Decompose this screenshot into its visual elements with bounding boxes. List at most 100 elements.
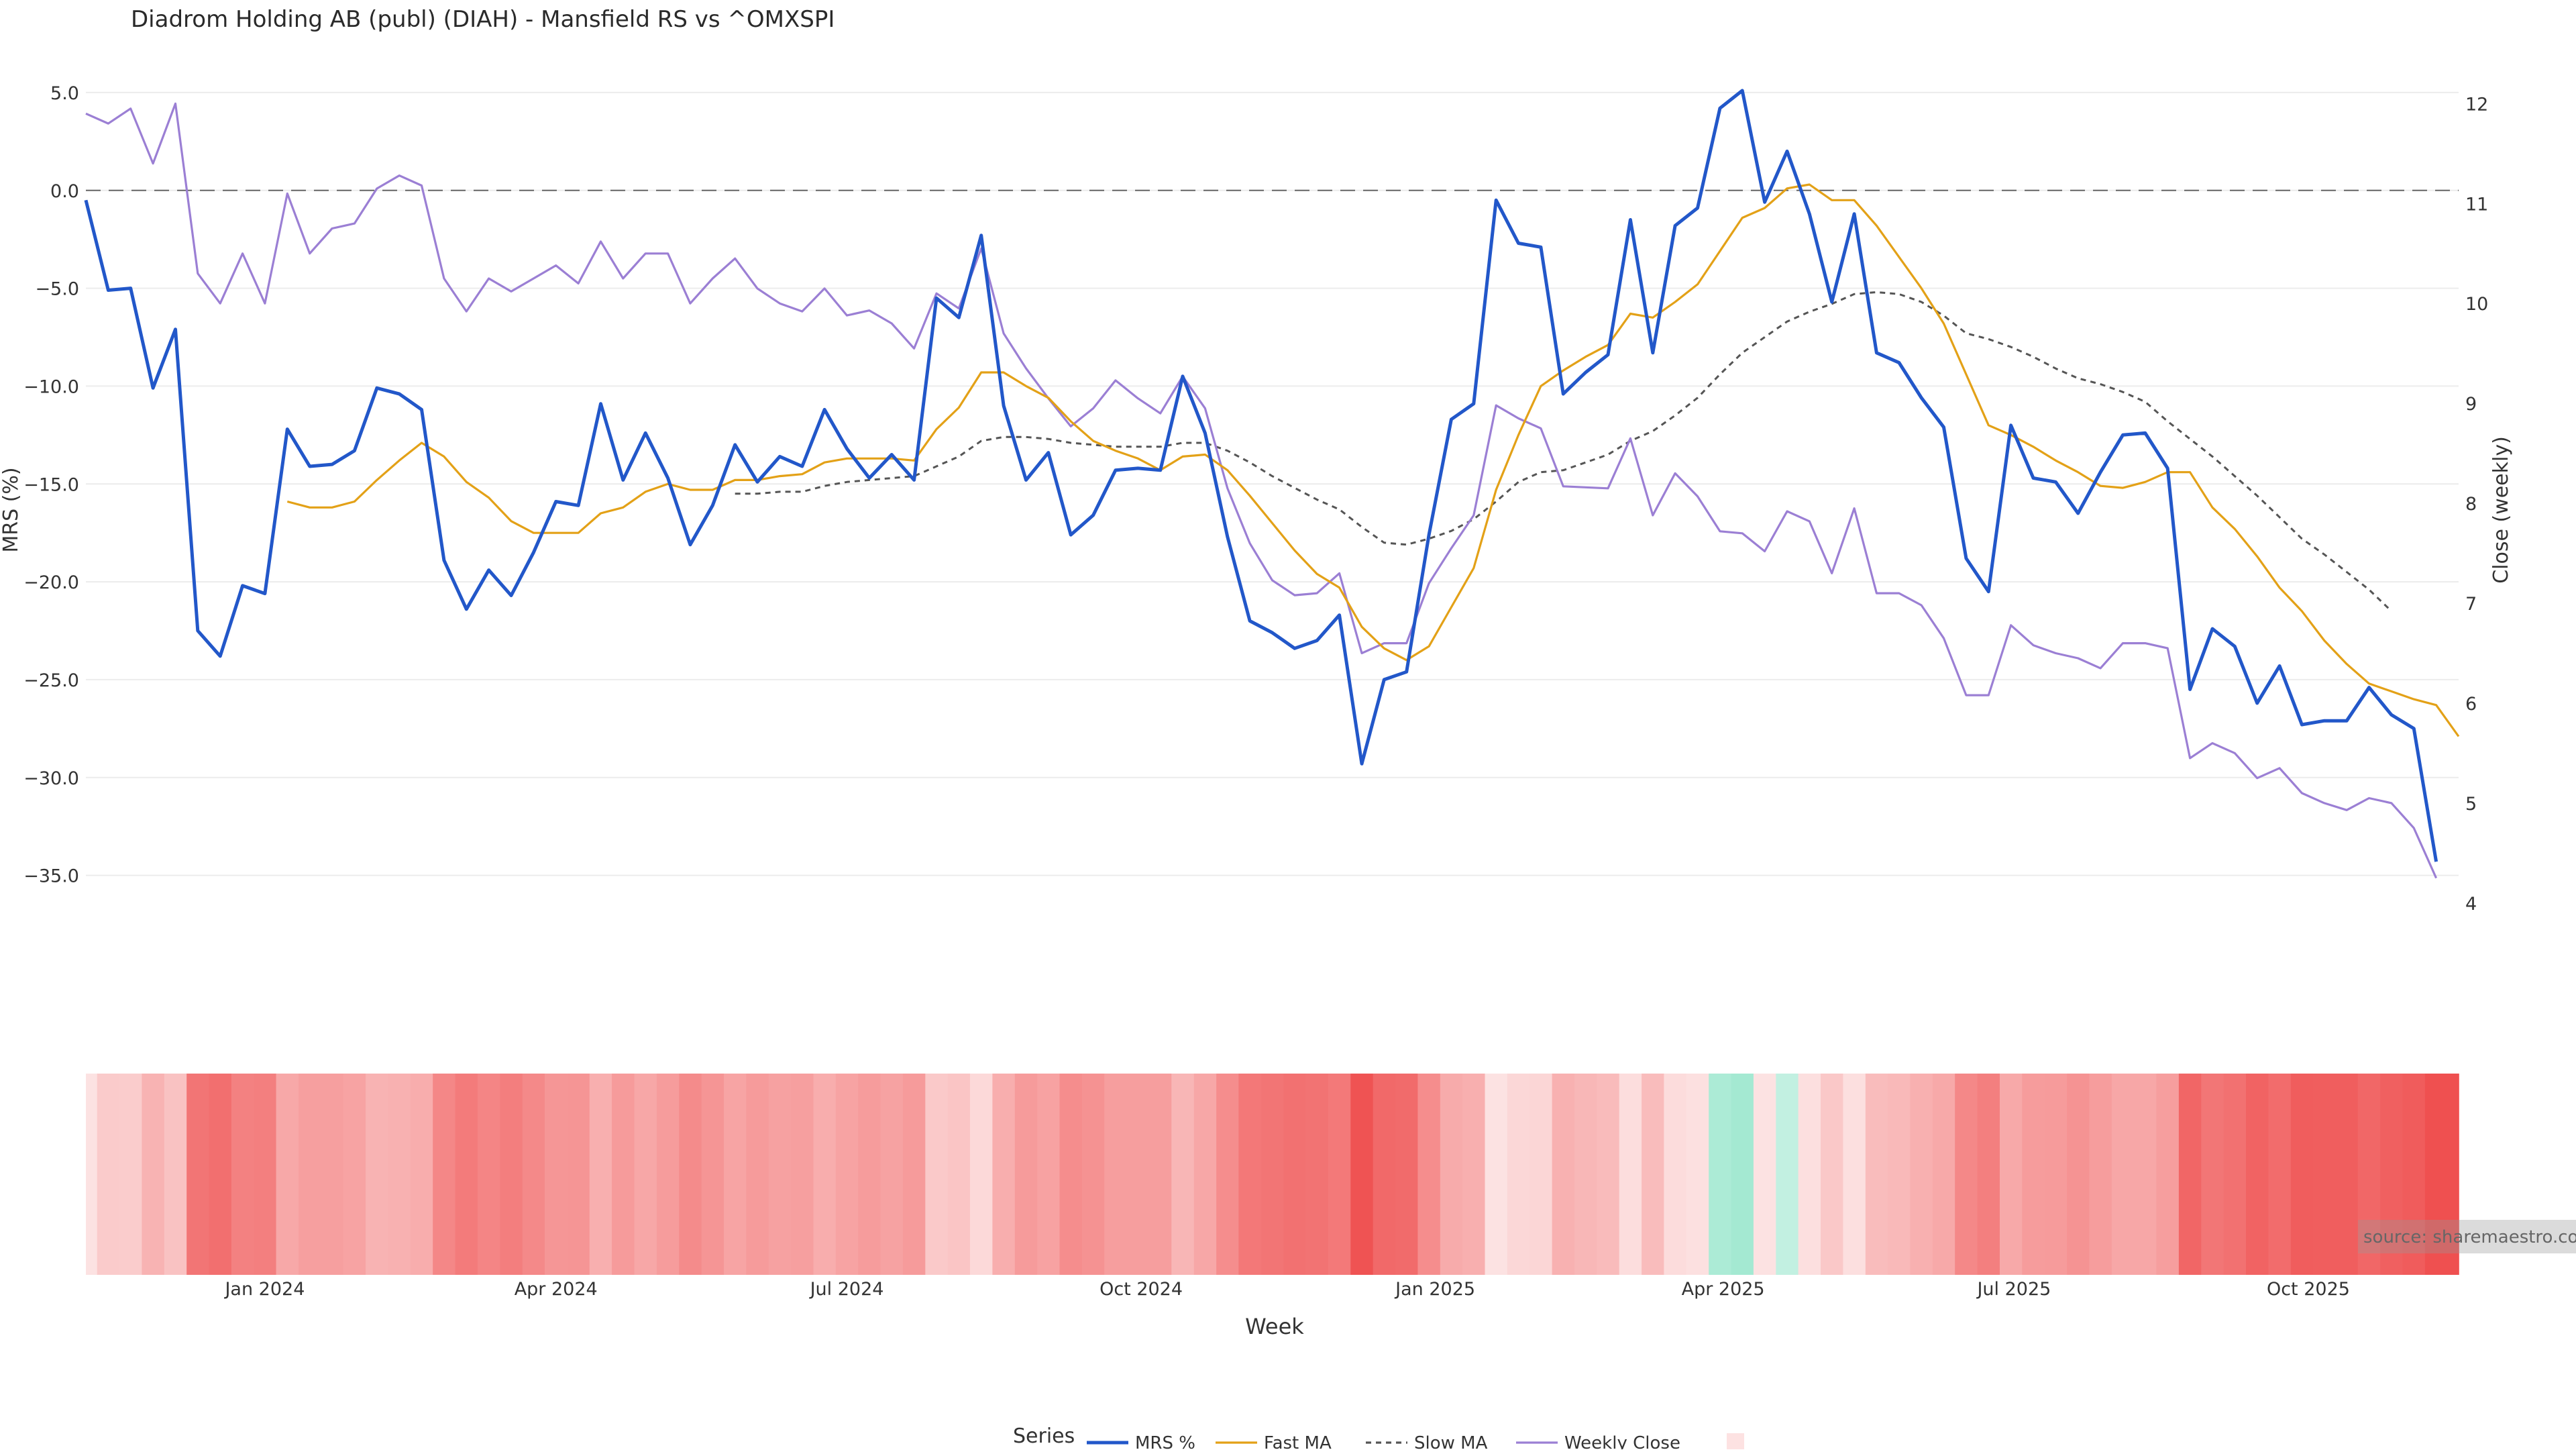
left-tick-label: −30.0 <box>23 768 79 789</box>
x-tick-label: Jan 2025 <box>1394 1279 1475 1300</box>
heatmap-cell <box>992 1074 1016 1275</box>
heatmap-cell <box>2268 1074 2292 1275</box>
heatmap-cell <box>1709 1074 1732 1275</box>
heatmap-cell <box>2111 1074 2135 1275</box>
heatmap-cell <box>1776 1074 1799 1275</box>
heatmap-cell <box>701 1074 724 1275</box>
legend-title: Series <box>1013 1424 1075 1448</box>
heatmap-cell <box>679 1074 702 1275</box>
heatmap-cell <box>589 1074 612 1275</box>
heatmap-cell <box>813 1074 837 1275</box>
heatmap-cell <box>2000 1074 2023 1275</box>
left-axis-ticks: 5.0 0.0 −5.0 −10.0 −15.0 −20.0 −25.0 −30.0 −35.0 <box>23 83 79 887</box>
heatmap-cell <box>1619 1074 1642 1275</box>
heatmap-strip <box>86 1074 2459 1275</box>
heatmap-cell <box>119 1074 143 1275</box>
x-tick-label: Jul 2025 <box>1976 1279 2051 1300</box>
heatmap-cell <box>2134 1074 2157 1275</box>
x-axis-ticks: Jan 2024 Apr 2024 Jul 2024 Oct 2024 Jan 2025… <box>223 1279 2349 1300</box>
heatmap-cell <box>209 1074 232 1275</box>
heatmap-cell <box>746 1074 769 1275</box>
legend-heatmap-swatch <box>1727 1433 1744 1451</box>
heatmap-cell <box>1552 1074 1575 1275</box>
heatmap-cell <box>2290 1074 2314 1275</box>
heatmap-cell <box>925 1074 949 1275</box>
heatmap-cell <box>299 1074 322 1275</box>
left-tick-label: −5.0 <box>35 279 79 300</box>
heatmap-cell <box>1821 1074 1844 1275</box>
series-line-weekly-close <box>85 102 2438 879</box>
x-tick-label: Apr 2024 <box>515 1279 598 1300</box>
heatmap-cell <box>1417 1074 1441 1275</box>
heatmap-cell <box>500 1074 523 1275</box>
heatmap-cell <box>724 1074 747 1275</box>
heatmap-cell <box>1955 1074 1978 1275</box>
heatmap-cell <box>97 1074 120 1275</box>
heatmap-cell <box>477 1074 501 1275</box>
heatmap-cell <box>2313 1074 2337 1275</box>
heatmap-cell <box>321 1074 344 1275</box>
heatmap-cell <box>2223 1074 2247 1275</box>
right-tick-label: 10 <box>2465 294 2488 315</box>
left-axis-label: MRS (%) <box>0 467 23 552</box>
grid <box>86 91 2459 876</box>
heatmap-cell <box>1395 1074 1419 1275</box>
heatmap-cell <box>791 1074 814 1275</box>
heatmap-cell <box>186 1074 210 1275</box>
heatmap-cell <box>1507 1074 1531 1275</box>
heatmap-cell <box>410 1074 433 1275</box>
heatmap-cell <box>2067 1074 2090 1275</box>
heatmap-cell <box>2022 1074 2045 1275</box>
series-layer <box>84 89 2460 879</box>
right-axis-ticks: 12 11 10 9 8 7 6 5 4 <box>2465 94 2488 914</box>
heatmap-cell <box>947 1074 971 1275</box>
heatmap-cell <box>835 1074 859 1275</box>
heatmap-cell <box>656 1074 680 1275</box>
heatmap-cell <box>366 1074 389 1275</box>
series-line-slow-ma <box>735 291 2392 612</box>
source-label: source: sharemaestro.com <box>2363 1227 2576 1247</box>
legend-items: MRS % Fast MA Slow MA Weekly Close <box>1087 1433 1744 1452</box>
heatmap-cell <box>2357 1074 2381 1275</box>
heatmap-cell <box>1642 1074 1665 1275</box>
heatmap-cell <box>1104 1074 1128 1275</box>
heatmap-cell <box>1865 1074 1888 1275</box>
heatmap-cell <box>343 1074 366 1275</box>
heatmap-cell <box>1664 1074 1687 1275</box>
heatmap-cell <box>880 1074 904 1275</box>
heatmap-cell <box>231 1074 255 1275</box>
heatmap-cell <box>902 1074 926 1275</box>
legend-label-weekly-close: Weekly Close <box>1564 1433 1680 1449</box>
source-label-bg <box>2358 1220 2576 1253</box>
heatmap-cell <box>1149 1074 1173 1275</box>
heatmap-cell <box>2402 1074 2426 1275</box>
left-tick-label: −20.0 <box>23 572 79 593</box>
heatmap-cell <box>1686 1074 1709 1275</box>
heatmap-cell <box>1485 1074 1508 1275</box>
heatmap-cell <box>2044 1074 2068 1275</box>
heatmap-cell <box>276 1074 299 1275</box>
heatmap-cell <box>1037 1074 1061 1275</box>
right-tick-label: 11 <box>2465 194 2488 215</box>
heatmap-cell <box>1328 1074 1352 1275</box>
heatmap-cell <box>1798 1074 1821 1275</box>
heatmap-cell <box>1305 1074 1329 1275</box>
heatmap-cell <box>1193 1074 1217 1275</box>
heatmap-cell <box>2089 1074 2112 1275</box>
heatmap-cell <box>1283 1074 1307 1275</box>
heatmap-cell <box>567 1074 590 1275</box>
heatmap-cell <box>1440 1074 1463 1275</box>
heatmap-cell <box>142 1074 165 1275</box>
heatmap-cell <box>2201 1074 2224 1275</box>
heatmap-cell <box>970 1074 994 1275</box>
heatmap-cell <box>1731 1074 1754 1275</box>
heatmap-cell <box>1574 1074 1598 1275</box>
heatmap-cell <box>1059 1074 1083 1275</box>
heatmap-cell <box>455 1074 478 1275</box>
heatmap-cell <box>1260 1074 1284 1275</box>
left-tick-label: 5.0 <box>50 83 79 104</box>
x-tick-label: Apr 2025 <box>1682 1279 1765 1300</box>
right-axis-label: Close (weekly) <box>2489 436 2513 584</box>
right-tick-label: 6 <box>2465 694 2477 715</box>
